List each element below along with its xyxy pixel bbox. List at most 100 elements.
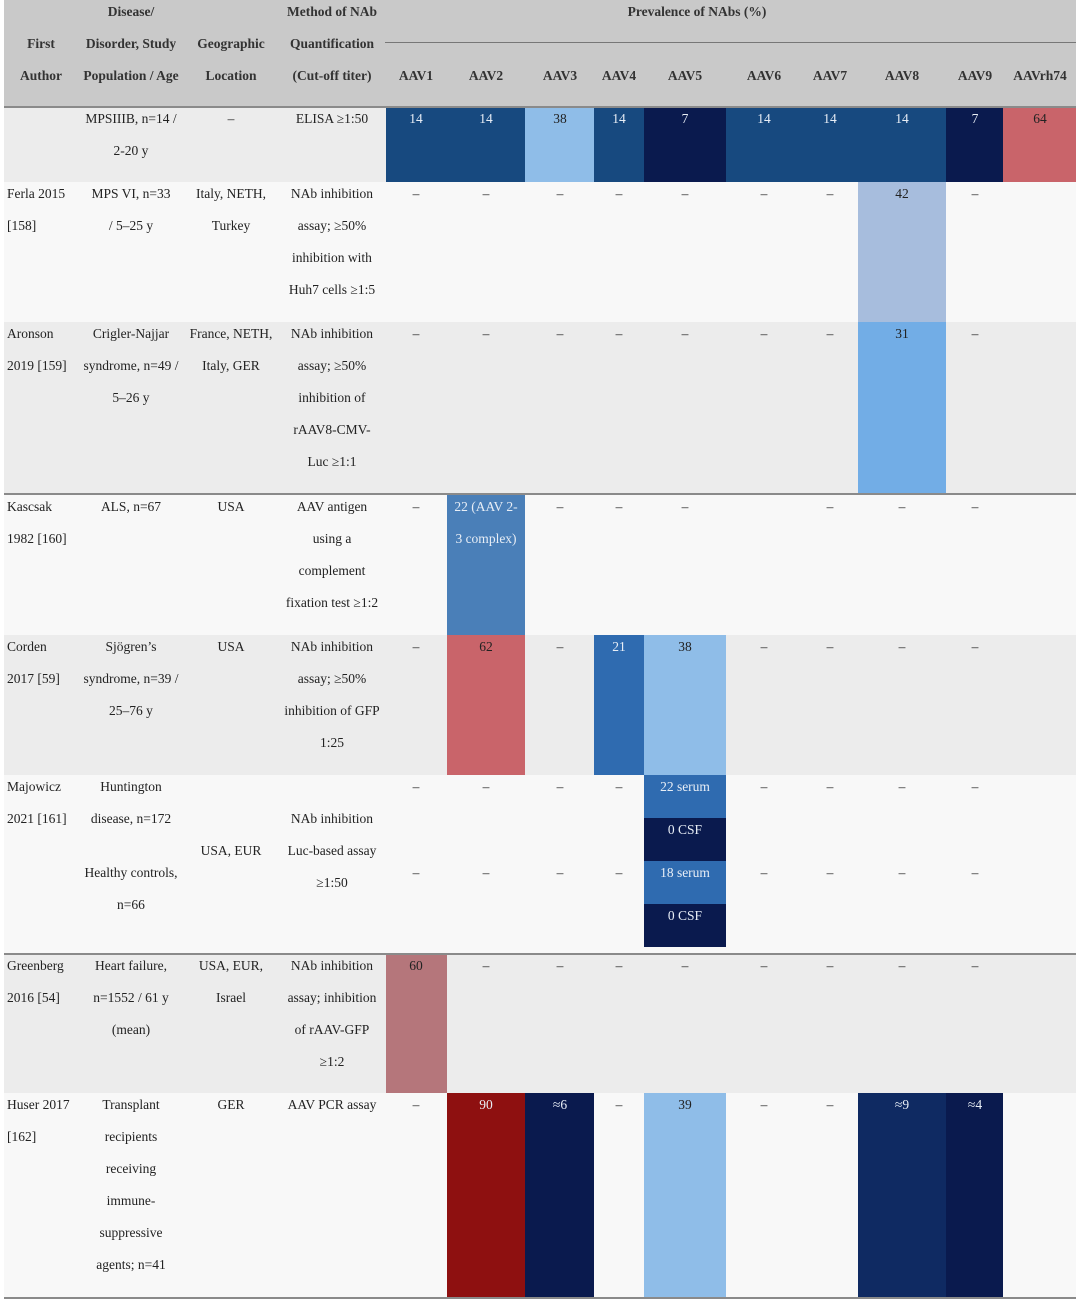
value-row6b-aav9: –	[971, 865, 979, 880]
value-row3-aav3: –	[556, 326, 564, 341]
cell-r6-aav5-serum-a	[644, 775, 726, 818]
value-row4-aav5: –	[681, 499, 689, 514]
row1-location: –	[227, 111, 235, 126]
value-row2-aav8: 42	[895, 186, 909, 201]
cell-r1-aav9	[946, 108, 1003, 182]
row8-disease: Transplant recipients receiving immune- …	[96, 1097, 166, 1272]
value-row5-aav9: –	[971, 639, 979, 654]
value-row6b-aav3: –	[556, 865, 564, 880]
value-row2-aav6: –	[760, 186, 768, 201]
value-row6a-aav4: –	[615, 779, 623, 794]
value-row1-aavrh74: 64	[1033, 111, 1047, 126]
header-location: Geographic Location	[197, 36, 265, 83]
value-row4-aav8: –	[898, 499, 906, 514]
header-first-author: First Author	[19, 36, 63, 83]
value-row5-aav8: –	[898, 639, 906, 654]
value-row7-aav9: –	[971, 958, 979, 973]
cell-r2-aav8	[858, 182, 946, 322]
value-row3-aav6: –	[760, 326, 768, 341]
value-row5-aav6: –	[760, 639, 768, 654]
header-aav1: AAV1	[398, 68, 434, 83]
value-row6a-aav8: –	[898, 779, 906, 794]
value-row5-aav1: –	[412, 639, 420, 654]
value-row2-aav5: –	[681, 186, 689, 201]
row2-method: NAb inhibition assay; ≥50% inhibition wi…	[288, 186, 376, 297]
row7-location: USA, EUR, Israel	[198, 958, 264, 1005]
value-row3-aav8: 31	[895, 326, 909, 341]
value-row5-aav7: –	[826, 639, 834, 654]
row2-location: Italy, NETH, Turkey	[196, 186, 266, 233]
value-row6a-aav7: –	[826, 779, 834, 794]
row-band-7	[4, 955, 1076, 1093]
cell-r7-aav1	[386, 955, 447, 1093]
cell-r5-aav2	[447, 635, 525, 775]
row5-author: Corden 2017 [59]	[7, 639, 60, 686]
table-header	[4, 0, 1076, 107]
cell-r5-aav5	[644, 635, 726, 775]
value-row6a-aav5: 22 serum	[660, 779, 710, 794]
value-row7-aav4: –	[615, 958, 623, 973]
header-aav7: AAV7	[812, 68, 848, 83]
value-row5-aav2: 62	[479, 639, 493, 654]
cell-r1-aav3	[525, 108, 594, 182]
row1-disease: MPSIIIB, n=14 / 2-20 y	[85, 111, 177, 158]
row3-disease: Crigler-Najjar syndrome, n=49 / 5–26 y	[83, 326, 179, 405]
row3-method: NAb inhibition assay; ≥50% inhibition of…	[290, 326, 374, 469]
value-row8-aav2: 90	[479, 1097, 493, 1112]
row2-author: Ferla 2015 [158]	[7, 186, 66, 233]
value-row6a-aav5-csf: 0 CSF	[667, 822, 703, 837]
value-row1-aav6: 14	[757, 111, 771, 126]
header-disease: Disease/ Disorder, Study Population / Ag…	[83, 4, 179, 83]
header-prevalence: Prevalence of NAbs (%)	[627, 4, 767, 19]
cell-r1-aav4	[594, 108, 644, 182]
value-row8-aav3: ≈6	[552, 1097, 568, 1112]
row7-author: Greenberg 2016 [54]	[7, 958, 64, 1005]
header-aav8: AAV8	[884, 68, 920, 83]
cell-r8-aav8	[858, 1093, 946, 1297]
row4-method: AAV antigen using a complement fixation …	[285, 499, 379, 610]
value-row2-aav2: –	[482, 186, 490, 201]
value-row1-aav1: 14	[409, 111, 423, 126]
row6-author: Majowicz 2021 [161]	[7, 779, 67, 826]
cell-r6-aav5-csf-a	[644, 818, 726, 861]
header-aav3: AAV3	[542, 68, 578, 83]
value-row3-aav7: –	[826, 326, 834, 341]
value-row2-aav9: –	[971, 186, 979, 201]
value-row5-aav3: –	[556, 639, 564, 654]
row-band-4	[4, 495, 1076, 635]
row8-author: Huser 2017 [162]	[7, 1097, 70, 1144]
value-row4-aav9: –	[971, 499, 979, 514]
cell-r1-aav6-aav8	[726, 108, 946, 182]
value-row6a-aav9: –	[971, 779, 979, 794]
value-row3-aav5: –	[681, 326, 689, 341]
cell-r8-aav5	[644, 1093, 726, 1297]
value-row8-aav5: 39	[678, 1097, 692, 1112]
row7-disease: Heart failure, n=1552 / 61 y (mean)	[93, 958, 169, 1037]
row-rule	[4, 493, 1076, 495]
table-bottom-rule	[4, 1297, 1076, 1299]
value-row8-aav4: –	[615, 1097, 623, 1112]
value-row4-aav1: –	[412, 499, 420, 514]
value-row2-aav3: –	[556, 186, 564, 201]
value-row8-aav8: ≈9	[894, 1097, 910, 1112]
value-row1-aav7: 14	[823, 111, 837, 126]
value-row7-aav8: –	[898, 958, 906, 973]
value-row5-aav5: 38	[678, 639, 692, 654]
row8-location: GER	[217, 1097, 245, 1112]
value-row6b-aav1: –	[412, 865, 420, 880]
value-row4-aav7: –	[826, 499, 834, 514]
row-band-5	[4, 635, 1076, 775]
value-row2-aav4: –	[615, 186, 623, 201]
value-row6b-aav5: 18 serum	[660, 865, 710, 880]
row7-method: NAb inhibition assay; inhibition of rAAV…	[287, 958, 377, 1069]
value-row4-aav2: 22 (AAV 2- 3 complex)	[454, 499, 518, 546]
value-row6a-aav1: –	[412, 779, 420, 794]
row-rule	[4, 953, 1076, 955]
value-row1-aav9: 7	[971, 111, 979, 126]
cell-r8-aav3	[525, 1093, 594, 1297]
cell-r3-aav8	[858, 322, 946, 493]
header-rule	[385, 42, 1076, 43]
value-row6a-aav2: –	[482, 779, 490, 794]
value-row1-aav8: 14	[895, 111, 909, 126]
